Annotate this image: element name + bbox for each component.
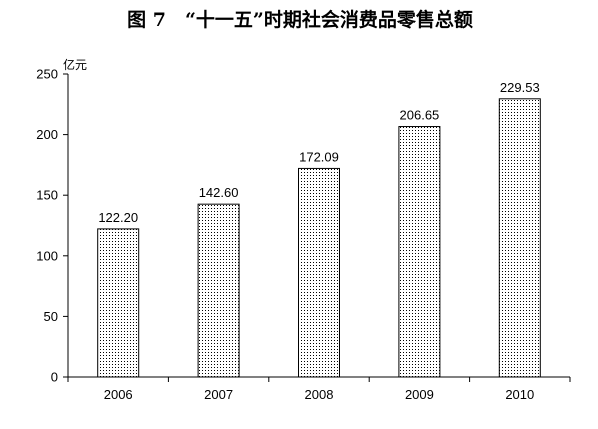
bar-2009 [398,126,441,378]
bar-2008 [298,167,340,378]
bar-value-label: 122.20 [98,210,138,225]
y-tick-label: 200 [36,127,58,142]
bar-value-label: 142.60 [199,185,239,200]
y-tick-label: 100 [36,248,58,263]
x-tick-label: 2007 [204,387,233,402]
y-tick-label: 250 [36,67,58,82]
x-tick-label: 2010 [505,387,534,402]
bar-value-label: 206.65 [400,108,440,123]
bar-2010 [498,98,541,378]
bar-2007 [197,203,240,378]
x-tick-label: 2009 [405,387,434,402]
y-tick-label: 50 [44,309,58,324]
y-tick-label: 150 [36,188,58,203]
bar-value-label: 172.09 [299,149,339,164]
bar-2006 [97,228,140,378]
y-tick-label: 0 [51,370,58,385]
x-tick-label: 2008 [305,387,334,402]
bar-value-label: 229.53 [500,80,540,95]
chart-title: 图 7 “十一五”时期社会消费品零售总额 [127,8,473,31]
plot-area: 0 50 100 150 200 250 122.20 2006 142.60 2007 172.0… [36,67,571,402]
x-tick-label: 2006 [104,387,133,402]
y-axis-unit-label: 亿元 [63,57,87,72]
